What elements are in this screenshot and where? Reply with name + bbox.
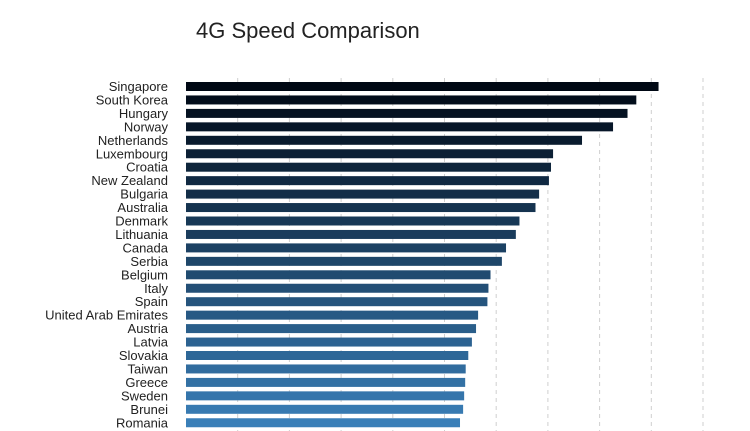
category-label: Croatia: [126, 160, 169, 175]
category-label: Latvia: [133, 335, 168, 350]
bar-lithuania: [186, 229, 516, 239]
category-label: Romania: [116, 415, 169, 430]
bar-canada: [186, 243, 507, 253]
bar-norway: [186, 122, 614, 132]
category-label: Bulgaria: [120, 187, 168, 202]
category-label: Hungary: [119, 106, 169, 121]
category-label: Greece: [125, 375, 168, 390]
category-label: Serbia: [130, 254, 168, 269]
bar-south-korea: [186, 95, 637, 105]
bar-austria: [186, 324, 477, 334]
bar-brunei: [186, 404, 464, 414]
category-label: Netherlands: [98, 133, 169, 148]
category-label: Luxembourg: [96, 146, 168, 161]
category-label: New Zealand: [91, 173, 168, 188]
category-label: Sweden: [121, 388, 168, 403]
bar-united-arab-emirates: [186, 310, 479, 320]
category-label: South Korea: [96, 92, 169, 107]
category-label: Australia: [117, 200, 168, 215]
category-label: United Arab Emirates: [45, 308, 168, 323]
bar-greece: [186, 377, 466, 387]
category-label: Norway: [124, 119, 169, 134]
bar-serbia: [186, 256, 502, 266]
category-label: Slovakia: [119, 348, 169, 363]
bar-singapore: [186, 82, 659, 91]
bar-taiwan: [186, 364, 466, 374]
category-label: Lithuania: [115, 227, 169, 242]
bar-latvia: [186, 337, 472, 347]
bar-hungary: [186, 108, 628, 118]
category-label: Belgium: [121, 267, 168, 282]
bar-croatia: [186, 162, 552, 172]
bar-luxembourg: [186, 149, 554, 159]
bar-denmark: [186, 216, 520, 226]
category-label: Austria: [128, 321, 169, 336]
chart-title: 4G Speed Comparison: [196, 18, 420, 43]
bar-italy: [186, 283, 489, 293]
bar-netherlands: [186, 135, 583, 145]
bar-belgium: [186, 270, 491, 280]
bar-romania: [186, 418, 461, 428]
bar-bulgaria: [186, 189, 540, 199]
bar-australia: [186, 203, 536, 213]
category-label: Brunei: [130, 402, 168, 417]
category-label: Italy: [144, 281, 168, 296]
category-label: Denmark: [115, 214, 168, 229]
bar-slovakia: [186, 351, 469, 360]
bar-new-zealand: [186, 176, 549, 186]
bar-sweden: [186, 391, 465, 401]
category-label: Canada: [122, 240, 168, 255]
category-label: Singapore: [109, 79, 168, 94]
category-label: Spain: [135, 294, 168, 309]
bar-spain: [186, 297, 488, 307]
category-label: Taiwan: [128, 361, 168, 376]
bars: [186, 82, 659, 428]
